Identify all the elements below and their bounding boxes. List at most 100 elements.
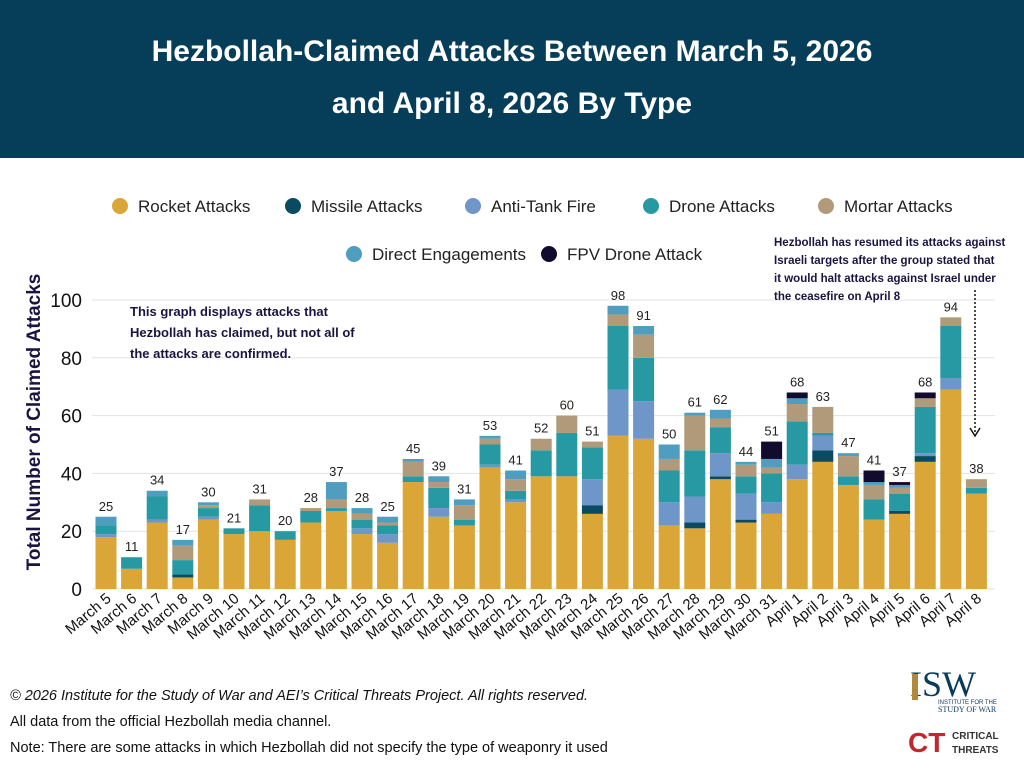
bar-total-label: 28 [304,490,318,505]
bar-segment-anti-tank-fire [479,464,501,468]
bar-segment-rocket-attacks [325,510,347,589]
bar-segment-direct-engagements [453,499,475,506]
bar-stack [300,508,322,589]
bar-stack [197,502,219,589]
y-tick-label: 40 [61,464,82,485]
bar-segment-anti-tank-fire [709,453,731,477]
legend: Rocket Attacks Missile Attacks Anti-Tank F… [112,197,953,264]
bar-segment-mortar-attacks [812,406,834,433]
bar-segment-drone-attacks [249,505,271,532]
bar-segment-drone-attacks [146,496,168,520]
bar-stack [914,392,936,589]
bar-stack [940,317,962,589]
legend-item: Drone Attacks [643,197,775,216]
bar-segment-anti-tank-fire [812,435,834,451]
bar-segment-direct-engagements [95,516,117,526]
bar-segment-rocket-attacks [223,534,245,589]
critical-threats-logo: CT CRITICAL THREATS [908,727,999,758]
bar-segment-rocket-attacks [786,479,808,589]
bar-segment-drone-attacks [402,476,424,483]
bars: 25 11 34 17 30 21 31 20 28 37 28 25 45 39 31 53 41 52 60 51… [95,288,987,589]
bar-segment-mortar-attacks [761,467,783,474]
bar-segment-mortar-attacks [377,522,399,526]
bar-total-label: 68 [790,374,804,389]
legend-swatch [818,198,834,214]
bar-segment-direct-engagements [633,326,655,335]
bar-stack [684,412,706,589]
bar-stack [274,531,296,589]
legend-label: Anti-Tank Fire [491,197,596,216]
bar-stack [607,305,629,589]
bar-segment-direct-engagements [889,484,911,488]
bar-segment-rocket-attacks [965,493,987,589]
bar-total-label: 98 [611,288,625,303]
bar-segment-mortar-attacks [633,334,655,358]
bar-segment-drone-attacks [965,487,987,494]
bar-segment-mortar-attacks [658,458,680,471]
bar-segment-anti-tank-fire [633,401,655,439]
isw-logo: ISW INSTITUTE FOR THE STUDY OF WAR [910,664,997,714]
bar-segment-mortar-attacks [709,418,731,428]
bar-segment-rocket-attacks [479,467,501,589]
bar-total-label: 11 [125,539,139,554]
bar-segment-rocket-attacks [505,502,527,589]
bar-segment-drone-attacks [633,357,655,402]
bar-segment-rocket-attacks [633,438,655,589]
bar-total-label: 17 [176,522,190,537]
bar-stack [761,441,783,589]
bar-segment-direct-engagements [735,461,757,465]
bar-segment-rocket-attacks [95,536,117,589]
bar-segment-missile-attacks [581,505,603,514]
bar-total-label: 25 [380,499,394,514]
bar-total-label: 21 [227,510,241,525]
bar-stack [95,516,117,589]
bar-segment-direct-engagements [402,458,424,462]
bar-segment-direct-engagements [684,412,706,416]
bar-segment-direct-engagements [197,502,219,506]
bar-segment-rocket-attacks [914,461,936,589]
bar-stack [146,490,168,589]
bar-segment-direct-engagements [607,305,629,315]
bar-segment-rocket-attacks [889,513,911,589]
bar-segment-missile-attacks [812,450,834,462]
y-tick-label: 60 [61,407,82,428]
bar-total-label: 20 [278,513,292,528]
bar-segment-mortar-attacks [735,464,757,477]
source-text: All data from the official Hezbollah med… [10,714,332,730]
bar-segment-fpv-drone-attack [761,441,783,459]
bar-stack [812,406,834,589]
bar-segment-rocket-attacks [761,513,783,589]
bar-stack [556,415,578,589]
bar-segment-rocket-attacks [453,525,475,589]
bar-segment-drone-attacks [377,525,399,535]
bar-stack [351,508,373,589]
bar-segment-drone-attacks [479,444,501,465]
bar-segment-anti-tank-fire [197,516,219,520]
legend-label: Mortar Attacks [844,197,953,216]
annotation-disclaimer: This graph displays attacks that Hezbolla… [130,304,355,361]
bar-segment-drone-attacks [453,519,475,526]
annotations: This graph displays attacks that Hezbolla… [130,237,1006,361]
bar-total-label: 51 [585,424,599,439]
bar-segment-rocket-attacks [300,522,322,589]
bar-segment-rocket-attacks [709,479,731,589]
bar-segment-rocket-attacks [146,522,168,589]
bar-segment-drone-attacks [351,519,373,529]
bar-segment-rocket-attacks [556,476,578,589]
annotation-ceasefire: Hezbollah has resumed its attacks agains… [774,237,1006,303]
bar-segment-drone-attacks [709,427,731,454]
bar-stack [581,441,603,589]
bar-total-label: 91 [636,308,650,323]
bar-segment-drone-attacks [761,473,783,503]
bar-segment-direct-engagements [709,409,731,419]
bar-segment-mortar-attacks [402,461,424,477]
bar-segment-drone-attacks [172,560,194,575]
legend-swatch [112,198,128,214]
bar-segment-direct-engagements [479,435,501,439]
isw-logo-sub1: INSTITUTE FOR THE [938,700,997,706]
bar-segment-direct-engagements [172,539,194,546]
ct-logo-text: CT [908,727,945,758]
bar-segment-direct-engagements [351,508,373,514]
y-axis-ticks: 0 20 40 60 80 100 [50,291,82,601]
isw-logo-sub2: STUDY OF WAR [938,705,997,714]
